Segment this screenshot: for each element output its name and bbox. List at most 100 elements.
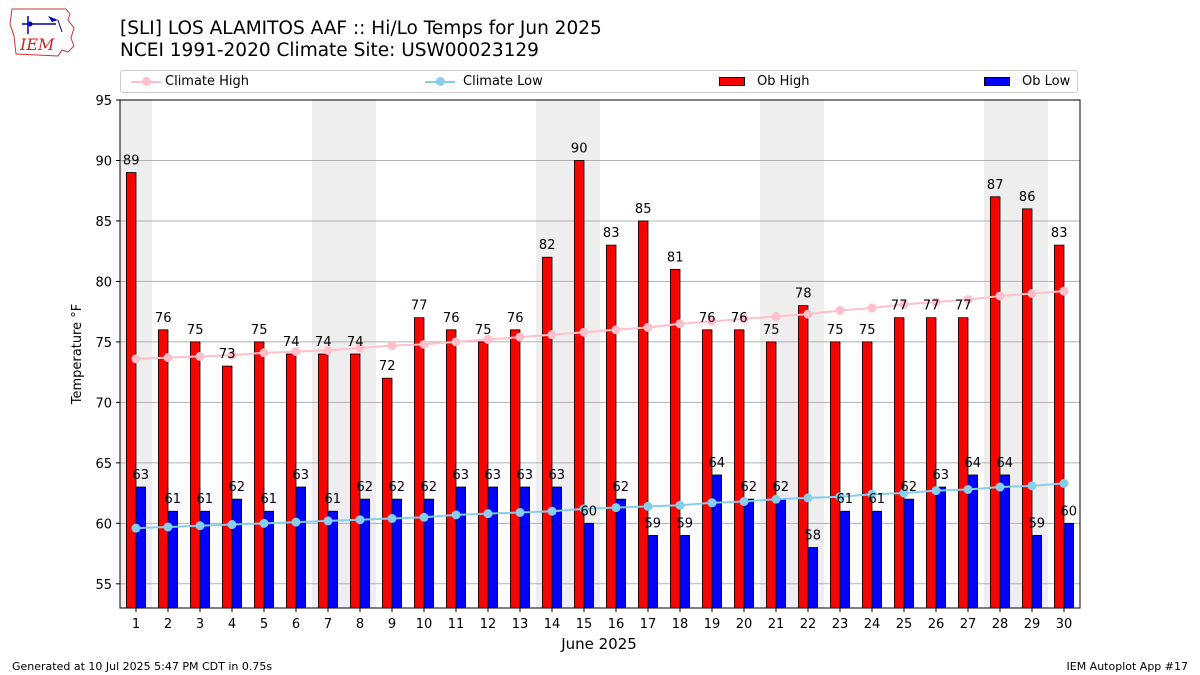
ob-high-label: 82 <box>539 238 556 253</box>
climate-low-point <box>451 510 461 520</box>
ob-high-label: 75 <box>763 323 780 338</box>
ob-low-label: 60 <box>1061 504 1078 519</box>
climate-high-point <box>547 330 557 340</box>
climate-low-point <box>387 513 397 523</box>
ob-low-label: 59 <box>645 516 662 531</box>
iem-logo: IEM <box>9 8 75 57</box>
ob-high-bar <box>253 341 265 609</box>
ob-high-label: 87 <box>987 178 1004 193</box>
x-tick-label: 11 <box>448 617 465 632</box>
ob-low-label: 62 <box>389 480 406 495</box>
climate-high-point <box>963 295 973 305</box>
x-tick-label: 2 <box>164 617 172 632</box>
ob-low-label: 63 <box>517 468 534 483</box>
legend-label: Climate High <box>165 74 250 89</box>
x-tick-label: 4 <box>228 617 236 632</box>
ob-low-label: 61 <box>837 492 854 507</box>
ob-high-bar <box>990 196 1001 609</box>
ob-low-label: 64 <box>709 456 726 471</box>
climate-high-line <box>135 290 1065 360</box>
climate-low-point <box>355 515 365 525</box>
climate-low-point <box>611 503 621 513</box>
climate-low-point <box>643 501 653 511</box>
ob-low-bar <box>903 498 915 609</box>
ob-high-bar <box>830 341 841 609</box>
ob-high-label: 74 <box>315 335 332 350</box>
climate-high-point <box>707 316 717 326</box>
ob-low-label: 61 <box>197 492 214 507</box>
ob-low-label: 61 <box>325 492 342 507</box>
ob-low-label: 62 <box>229 480 246 495</box>
x-tick-label: 16 <box>608 617 625 632</box>
climate-high-point <box>675 319 685 329</box>
climate-high-point <box>579 327 589 337</box>
climate-low-point <box>835 492 845 502</box>
ob-high-bar <box>1022 208 1033 609</box>
y-tick-label: 55 <box>95 578 112 593</box>
x-tick-label: 3 <box>196 617 204 632</box>
plot-frame <box>119 99 1081 609</box>
ob-high-label: 75 <box>859 323 876 338</box>
x-tick-label: 29 <box>1024 617 1041 632</box>
ob-low-bar <box>967 474 979 609</box>
ob-low-swatch-icon <box>984 77 1010 86</box>
climate-high-point <box>515 332 525 342</box>
ob-low-bar <box>455 486 467 609</box>
x-tick-label: 12 <box>480 617 497 632</box>
ob-low-label: 62 <box>741 480 758 495</box>
ob-high-label: 73 <box>219 347 236 362</box>
climate-low-point <box>291 517 301 527</box>
climate-low-point <box>483 509 493 519</box>
climate-low-point <box>707 498 717 508</box>
x-tick-label: 1 <box>132 617 140 632</box>
ob-low-bar <box>327 510 339 609</box>
ob-low-bar <box>1031 535 1043 609</box>
climate-high-point <box>227 350 237 360</box>
ob-high-bar <box>926 317 937 609</box>
ob-low-bar <box>935 486 947 609</box>
chart-title: [SLI] LOS ALAMITOS AAF :: Hi/Lo Temps fo… <box>120 18 602 62</box>
ob-low-bar <box>295 486 307 609</box>
ob-high-bar <box>189 341 201 609</box>
x-tick-label: 8 <box>356 617 364 632</box>
climate-high-point <box>323 345 333 355</box>
ob-low-bar <box>1063 522 1075 609</box>
ob-high-label: 83 <box>1051 226 1068 241</box>
footer-app-id: IEM Autoplot App #17 <box>1066 660 1189 673</box>
ob-low-bar <box>807 547 819 609</box>
ob-low-bar <box>519 486 531 609</box>
ob-high-label: 90 <box>571 141 588 156</box>
climate-low-point <box>963 484 973 494</box>
climate-high-point <box>835 305 845 315</box>
ob-high-label: 89 <box>123 154 140 169</box>
ob-low-label: 63 <box>549 468 566 483</box>
y-tick-label: 75 <box>95 336 112 351</box>
ob-low-bar <box>679 535 691 609</box>
ob-high-bar <box>126 172 137 609</box>
climate-high-point <box>419 339 429 349</box>
ob-high-bar <box>574 160 585 609</box>
ob-low-bar <box>871 510 883 609</box>
ob-low-label: 58 <box>805 529 822 544</box>
climate-high-point <box>355 343 365 353</box>
ob-high-bar <box>317 353 329 609</box>
x-tick-label: 6 <box>292 617 300 632</box>
x-tick-label: 7 <box>324 617 332 632</box>
ob-high-label: 74 <box>283 335 300 350</box>
climate-low-point <box>419 512 429 522</box>
x-tick-label: 17 <box>640 617 657 632</box>
climate-high-point <box>163 353 173 363</box>
x-tick-label: 25 <box>896 617 913 632</box>
ob-high-label: 85 <box>635 202 652 217</box>
y-tick-label: 60 <box>95 517 112 532</box>
climate-high-point <box>259 348 269 358</box>
x-tick-label: 24 <box>864 617 881 632</box>
ob-high-bar <box>606 244 617 609</box>
title-line-2: NCEI 1991-2020 Climate Site: USW00023129 <box>120 40 539 61</box>
ob-low-label: 62 <box>421 480 438 495</box>
ob-low-bar <box>743 498 755 609</box>
climate-low-point <box>547 506 557 516</box>
ob-high-bar <box>798 305 809 609</box>
ob-low-bar <box>775 498 787 609</box>
ob-high-label: 76 <box>507 311 524 326</box>
